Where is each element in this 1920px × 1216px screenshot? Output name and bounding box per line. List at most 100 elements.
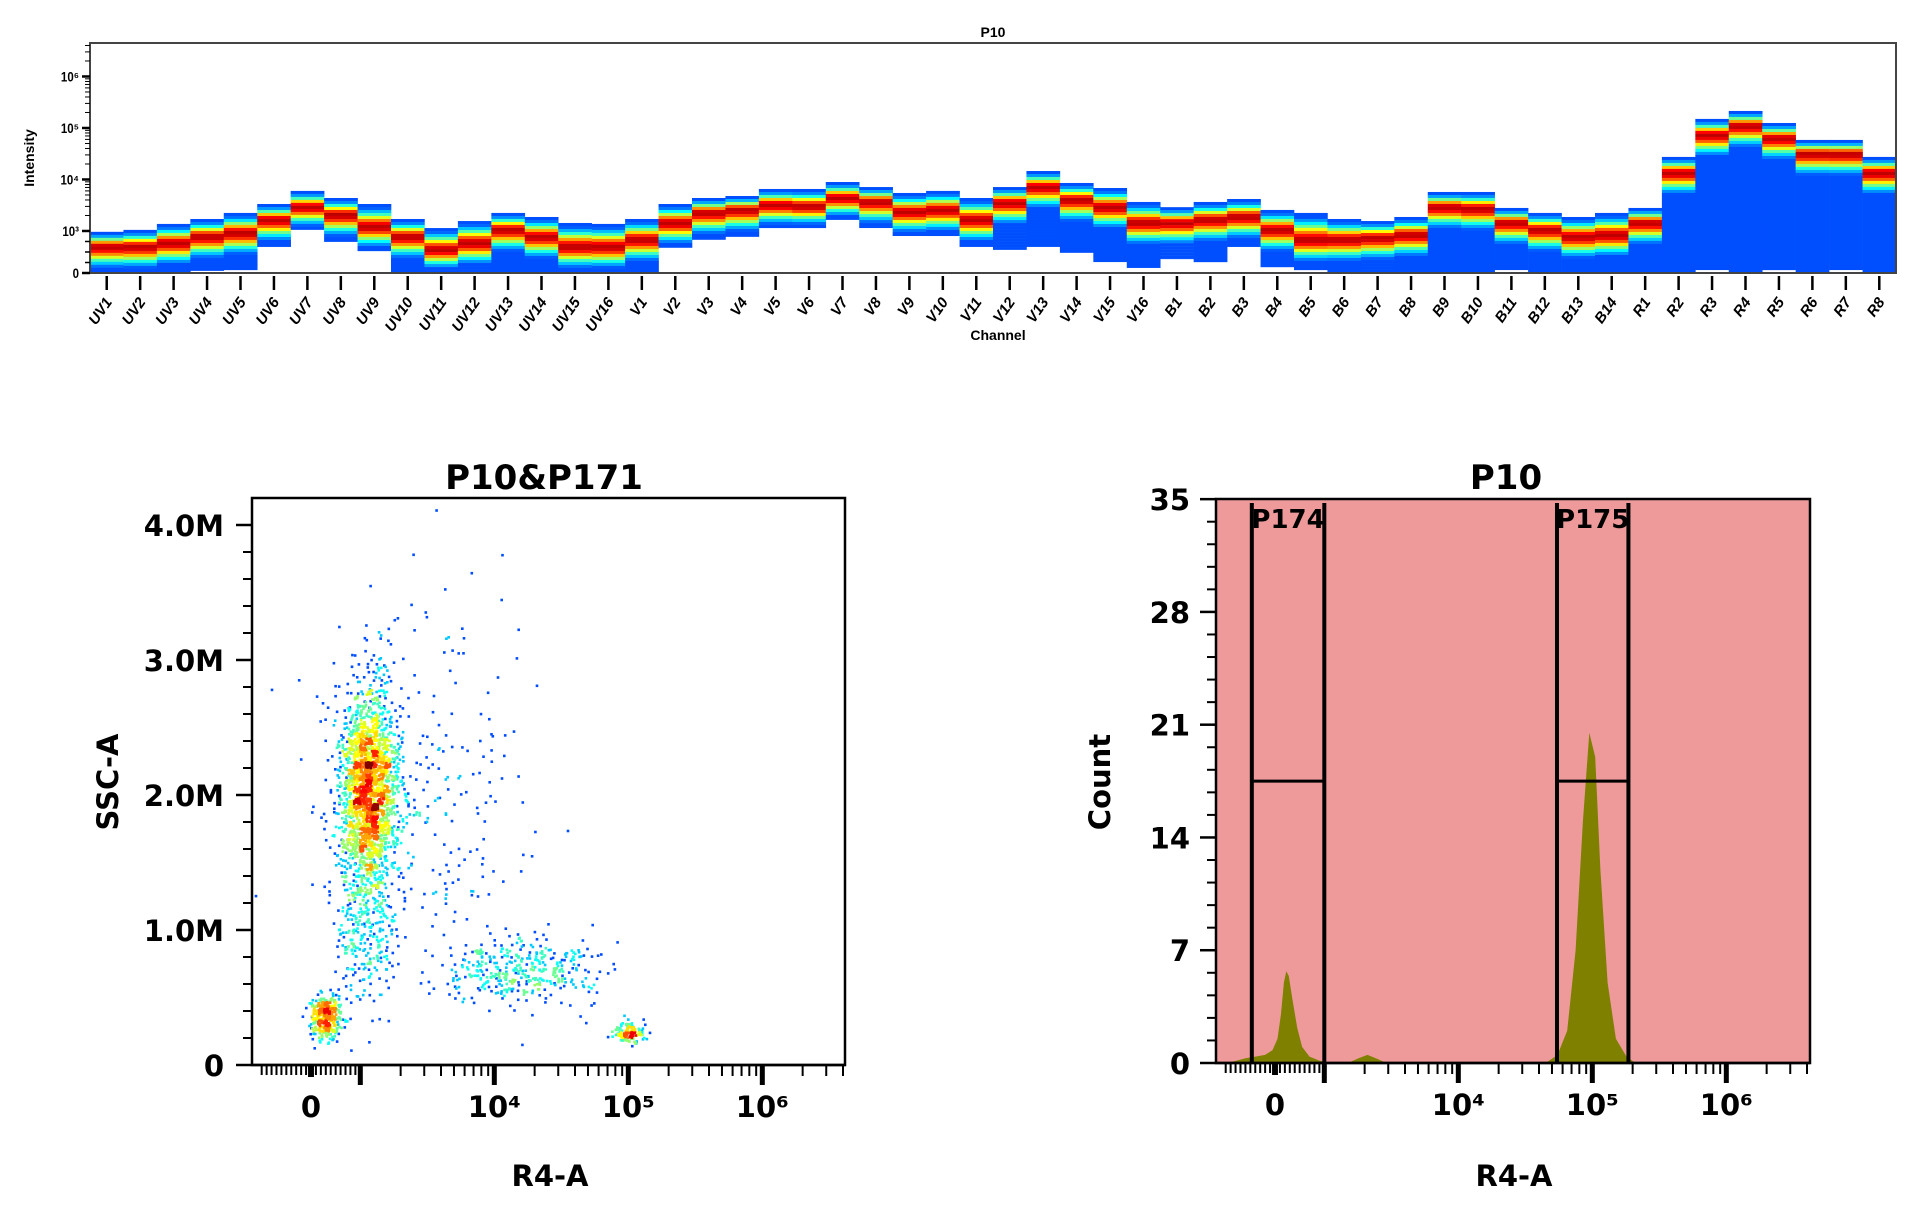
scatter-point bbox=[413, 798, 416, 802]
scatter-point bbox=[349, 776, 352, 780]
spectrum-cell bbox=[1862, 168, 1897, 173]
scatter-point bbox=[373, 861, 377, 864]
scatter-point bbox=[376, 806, 379, 810]
channel-label: B3 bbox=[1228, 294, 1253, 320]
scatter-point bbox=[485, 952, 488, 955]
scatter-point bbox=[396, 785, 399, 789]
scatter-point bbox=[361, 716, 365, 720]
scatter-point bbox=[340, 798, 343, 802]
spectrum-cell bbox=[625, 266, 659, 271]
scatter-point bbox=[351, 811, 354, 815]
spectrum-cell bbox=[1360, 269, 1395, 272]
spectrum-cell bbox=[357, 222, 392, 226]
spectrum-y-label: Intensity bbox=[21, 129, 37, 187]
spectrum-cell bbox=[1695, 118, 1730, 123]
x-tick-label: 10⁶ bbox=[736, 1090, 789, 1124]
spectrum-cell bbox=[1628, 210, 1663, 215]
spectrum-cell bbox=[1294, 236, 1328, 241]
scatter-point bbox=[339, 765, 342, 769]
scatter-point bbox=[365, 764, 368, 768]
spectrum-cell bbox=[1829, 226, 1863, 231]
spectrum-cell bbox=[1360, 248, 1395, 252]
scatter-point bbox=[380, 788, 384, 791]
spectrum-cell bbox=[457, 224, 492, 228]
spectrum-cell bbox=[1360, 242, 1395, 246]
spectrum-cell bbox=[1829, 187, 1863, 192]
scatter-point bbox=[363, 827, 366, 830]
spectrum-cell bbox=[1795, 241, 1830, 246]
scatter-point bbox=[443, 882, 447, 885]
scatter-point bbox=[348, 882, 351, 886]
scatter-point bbox=[451, 881, 455, 884]
scatter-point bbox=[415, 761, 418, 765]
scatter-point bbox=[372, 698, 375, 701]
spectrum-cell bbox=[591, 235, 626, 240]
scatter-point bbox=[356, 761, 359, 765]
spectrum-cell bbox=[825, 185, 860, 189]
scatter-point bbox=[384, 717, 387, 721]
scatter-point bbox=[363, 726, 367, 729]
scatter-point bbox=[337, 994, 341, 998]
spectrum-cell bbox=[1795, 202, 1830, 207]
scatter-point bbox=[455, 987, 458, 990]
spectrum-cell bbox=[190, 266, 225, 271]
scatter-point bbox=[349, 988, 353, 992]
scatter-point bbox=[543, 963, 547, 967]
scatter-point bbox=[347, 834, 351, 837]
scatter-point bbox=[389, 802, 392, 805]
scatter-point bbox=[591, 923, 594, 927]
scatter-point bbox=[560, 967, 564, 971]
scatter-point bbox=[402, 876, 405, 879]
scatter-point bbox=[525, 982, 528, 986]
scatter-point bbox=[414, 813, 418, 816]
spectrum-cell bbox=[424, 246, 459, 250]
spectrum-cell bbox=[257, 228, 291, 232]
scatter-point bbox=[364, 805, 367, 809]
spectrum-column-R4 bbox=[1728, 110, 1763, 272]
scatter-point bbox=[446, 775, 449, 779]
spectrum-cell bbox=[725, 219, 760, 224]
spectrum-cell bbox=[1260, 239, 1295, 244]
scatter-point bbox=[366, 912, 370, 915]
scatter-point bbox=[372, 654, 376, 657]
spectrum-cell bbox=[1093, 230, 1128, 234]
spectrum-cell bbox=[1595, 260, 1629, 265]
spectrum-cell bbox=[1661, 171, 1696, 176]
scatter-point bbox=[363, 795, 367, 799]
scatter-point bbox=[384, 759, 387, 763]
scatter-point bbox=[366, 879, 370, 883]
scatter-point bbox=[376, 877, 380, 881]
scatter-point bbox=[363, 886, 367, 890]
scatter-point bbox=[382, 705, 386, 708]
scatter-point bbox=[317, 1008, 321, 1012]
scatter-point bbox=[369, 758, 372, 762]
scatter-point bbox=[381, 773, 385, 776]
spectrum-cell bbox=[223, 224, 258, 229]
spectrum-cell bbox=[792, 215, 827, 220]
y-tick-label: 10³ bbox=[62, 223, 79, 239]
scatter-point bbox=[349, 843, 353, 847]
scatter-point bbox=[344, 859, 348, 863]
channel-label: B8 bbox=[1395, 294, 1420, 320]
spectrum-cell bbox=[926, 202, 960, 207]
scatter-point bbox=[501, 947, 504, 950]
scatter-point bbox=[359, 888, 363, 891]
spectrum-cell bbox=[993, 211, 1027, 215]
scatter-point bbox=[351, 772, 354, 776]
spectrum-cell bbox=[1327, 224, 1362, 229]
y-tick-label: 1.0M bbox=[144, 914, 224, 948]
spectrum-cell bbox=[1427, 212, 1462, 217]
spectrum-column-UV11 bbox=[424, 228, 459, 272]
scatter-point bbox=[336, 774, 339, 777]
spectrum-cell bbox=[1193, 201, 1228, 206]
scatter-point bbox=[385, 903, 389, 907]
spectrum-cell bbox=[1528, 251, 1562, 256]
scatter-point bbox=[321, 1005, 324, 1008]
scatter-point bbox=[394, 778, 398, 781]
scatter-point bbox=[405, 815, 408, 819]
channel-label: UV12 bbox=[448, 294, 484, 335]
scatter-point bbox=[424, 611, 428, 614]
spectrum-cell bbox=[1695, 235, 1730, 240]
scatter-point bbox=[564, 981, 567, 984]
scatter-point bbox=[395, 774, 398, 777]
